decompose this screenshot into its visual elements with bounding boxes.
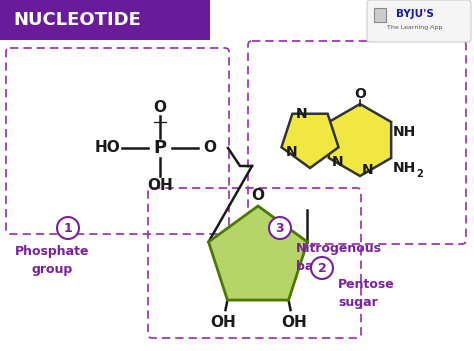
Text: O: O <box>354 87 366 101</box>
Text: Pentose
sugar: Pentose sugar <box>338 278 395 309</box>
Text: OH: OH <box>147 179 173 193</box>
Text: Phosphate
group: Phosphate group <box>15 245 89 276</box>
Polygon shape <box>209 206 308 300</box>
Circle shape <box>269 217 291 239</box>
Text: The Learning App: The Learning App <box>387 25 443 29</box>
Text: 2: 2 <box>417 169 423 179</box>
Text: N: N <box>286 145 298 159</box>
Text: 3: 3 <box>276 221 284 234</box>
Text: OH: OH <box>210 314 237 330</box>
Text: OH: OH <box>282 314 308 330</box>
Circle shape <box>57 217 79 239</box>
Text: 1: 1 <box>64 221 73 234</box>
Text: NH: NH <box>392 125 416 139</box>
Text: N: N <box>296 107 308 121</box>
Bar <box>0 0 210 40</box>
Text: NH: NH <box>392 161 416 175</box>
Text: HO: HO <box>95 140 121 155</box>
FancyBboxPatch shape <box>367 0 471 42</box>
Text: N: N <box>332 155 344 169</box>
Text: NUCLEOTIDE: NUCLEOTIDE <box>13 11 141 29</box>
Text: N: N <box>362 163 374 177</box>
Text: O: O <box>154 100 166 115</box>
Text: O: O <box>252 188 264 204</box>
Text: P: P <box>154 139 166 157</box>
Text: 2: 2 <box>318 261 327 274</box>
Polygon shape <box>329 104 391 176</box>
Text: Nitrogenous
base: Nitrogenous base <box>296 242 382 273</box>
Bar <box>374 8 386 22</box>
Text: O: O <box>203 140 217 155</box>
Polygon shape <box>282 114 338 168</box>
Text: BYJU'S: BYJU'S <box>396 9 434 19</box>
Circle shape <box>311 257 333 279</box>
